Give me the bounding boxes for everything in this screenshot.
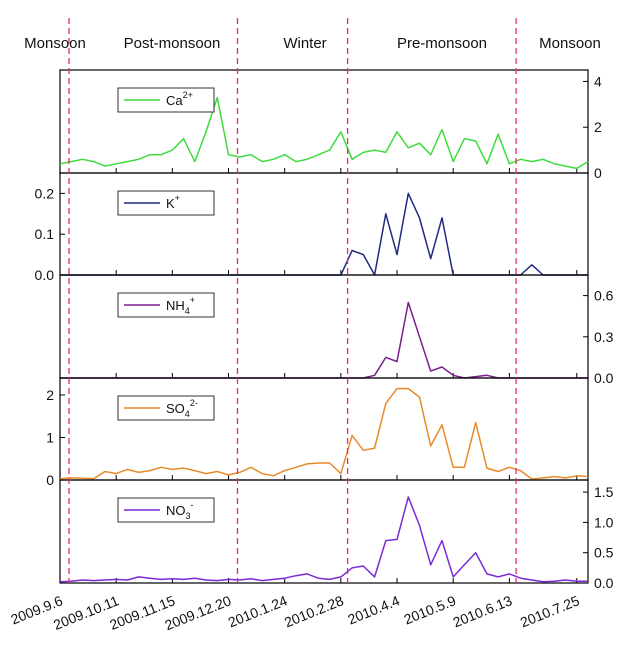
season-label: Winter [283,35,326,52]
y-tick-label-nh4: 0.0 [594,370,614,386]
series-line-ca [59,96,589,170]
y-tick-label-ca: 2 [594,119,602,135]
season-label: Monsoon [539,35,601,52]
y-tick-label-no3: 0.0 [594,575,614,591]
y-tick-label-k: 0.2 [35,185,55,201]
panel-frame-so4 [59,377,589,481]
panel-frame-no3 [59,479,589,584]
legend-box-nh4 [117,292,215,318]
series-line-so4 [59,387,589,480]
y-tick-label-so4: 2 [46,387,54,403]
x-tick-label: 2010.4.4 [345,592,402,627]
legend-label-ca: Ca2+ [166,90,193,108]
legend-label-nh4: NH4+ [166,295,195,316]
x-tick-label: 2010.6.13 [450,592,514,630]
x-tick-label: 2010.5.9 [402,592,459,627]
legend-label-so4: SO42- [166,398,198,419]
season-label: Pre-monsoon [397,35,487,52]
x-tick-label: 2010.1.24 [226,592,290,630]
y-tick-label-ca: 4 [594,73,602,89]
y-tick-label-so4: 1 [46,430,54,446]
panel-frame-ca [59,69,589,174]
legend-label-k: K+ [166,193,180,211]
y-tick-label-k: 0.1 [35,226,55,242]
y-tick-label-ca: 0 [594,165,602,181]
y-tick-label-nh4: 0.6 [594,288,614,304]
season-label: Monsoon [24,35,86,52]
panel-frame-nh4 [59,274,589,379]
season-label: Post-monsoon [124,35,221,52]
panel-frame-k [59,172,589,276]
series-line-no3 [59,496,588,583]
y-tick-label-no3: 1.0 [594,514,614,530]
legend-label-no3: NO3- [166,500,194,521]
y-tick-label-no3: 1.5 [594,484,614,500]
y-tick-label-no3: 0.5 [594,545,614,561]
y-tick-label-nh4: 0.3 [594,329,614,345]
x-tick-label: 2010.7.25 [518,592,582,630]
y-tick-label-so4: 0 [46,472,54,488]
legend-box-k [117,190,215,216]
x-tick-label: 2010.2.28 [282,592,346,630]
y-tick-label-k: 0.0 [35,267,55,283]
